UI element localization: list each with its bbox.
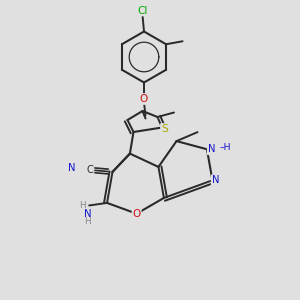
Text: Cl: Cl [137,5,148,16]
Text: O: O [133,209,141,219]
Text: N: N [84,209,92,219]
Text: C: C [87,165,94,175]
Text: O: O [140,94,148,104]
Text: S: S [161,124,168,134]
Text: N: N [208,144,215,154]
Text: H: H [79,201,86,210]
Text: H: H [84,218,91,226]
Text: –H: –H [220,143,231,152]
Text: N: N [68,164,76,173]
Text: N: N [212,175,219,185]
